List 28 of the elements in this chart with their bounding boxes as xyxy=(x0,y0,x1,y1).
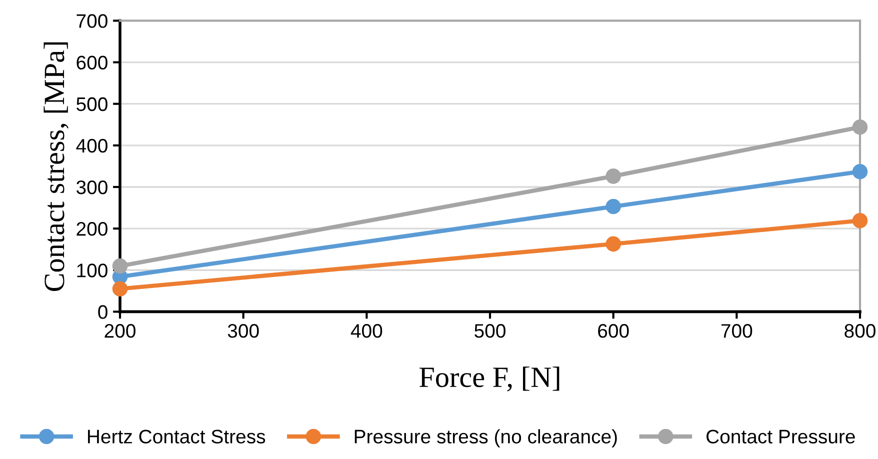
x-tick-label: 200 xyxy=(104,324,136,338)
y-tick-label: 700 xyxy=(76,14,108,28)
x-axis-title: Force F, [N] xyxy=(420,366,560,392)
point xyxy=(852,213,868,228)
point xyxy=(606,198,621,214)
x-tick-label: 400 xyxy=(350,324,382,338)
point xyxy=(112,258,128,274)
x-tick-label: 500 xyxy=(474,324,506,338)
point xyxy=(852,119,868,135)
point xyxy=(606,168,621,184)
legend-label: Pressure stress (no clearance) xyxy=(354,429,617,448)
point xyxy=(606,236,621,252)
y-tick-label: 100 xyxy=(77,264,108,278)
y-axis-title: Contact stress, [MPa] xyxy=(44,42,68,291)
y-tick-label: 600 xyxy=(76,56,108,70)
legend-label: Contact Pressure xyxy=(706,430,855,444)
y-tick-label: 0 xyxy=(98,305,108,319)
y-tick-label: 200 xyxy=(76,222,108,236)
x-tick-label: 700 xyxy=(721,324,752,338)
x-tick-label: 800 xyxy=(844,324,876,338)
legend-label: Hertz Contact Stress xyxy=(88,430,266,444)
x-tick-label: 300 xyxy=(228,324,259,338)
y-tick-label: 500 xyxy=(76,97,108,112)
point xyxy=(852,164,868,180)
y-tick-label: 400 xyxy=(76,138,108,153)
x-tick-label: 600 xyxy=(598,324,629,338)
point xyxy=(112,281,128,296)
y-tick-label: 300 xyxy=(76,180,108,194)
